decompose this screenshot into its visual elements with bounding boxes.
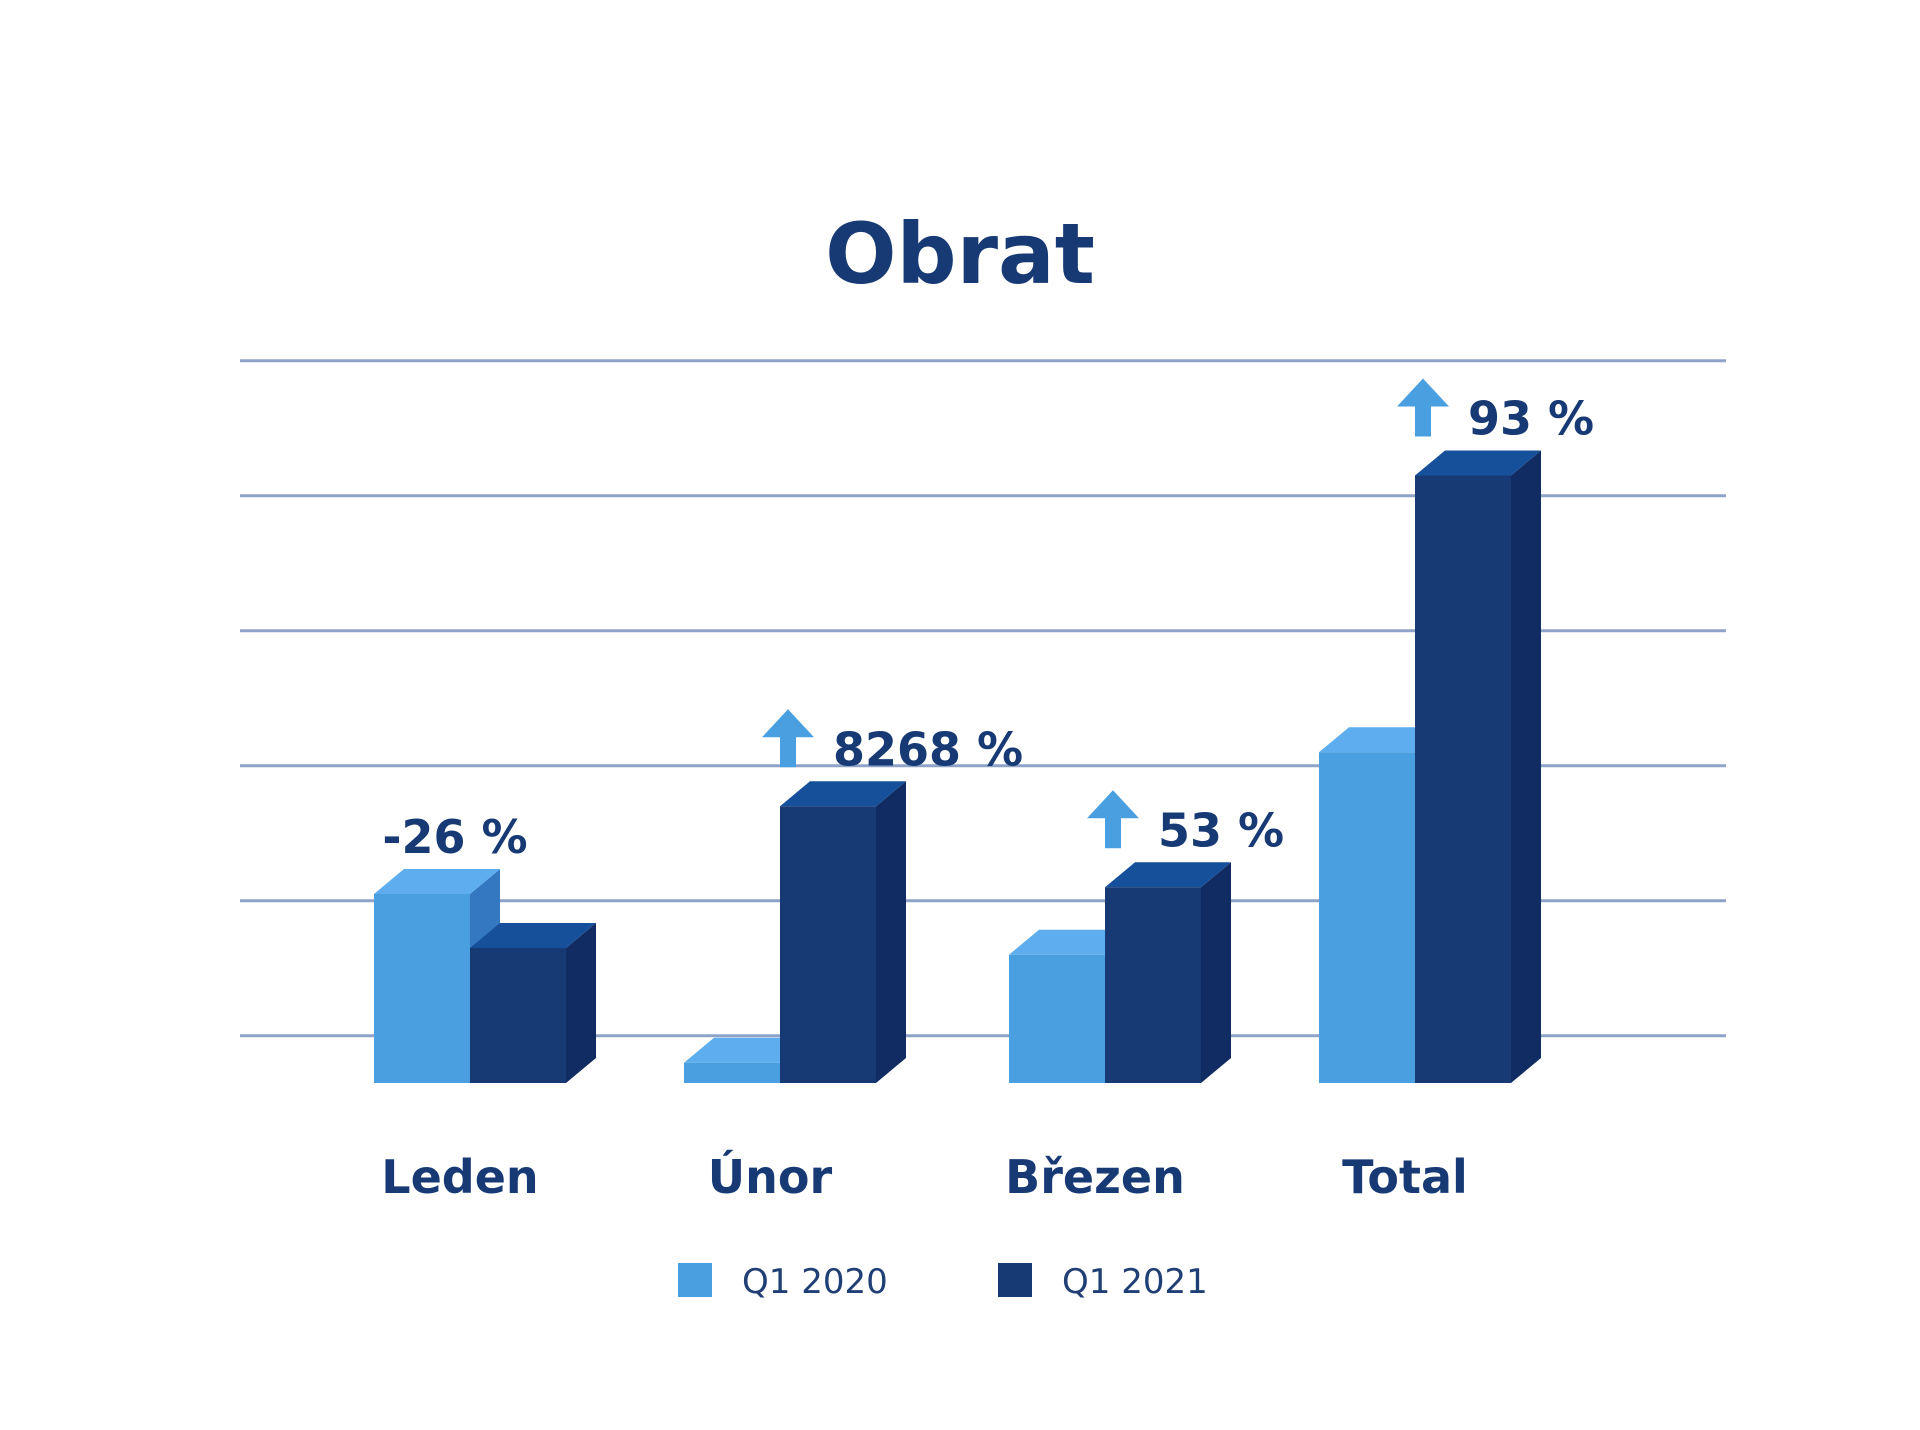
bar-front-1-0 bbox=[684, 1062, 780, 1083]
category-label-0: Leden bbox=[381, 1150, 538, 1204]
up-arrow-icon bbox=[1087, 790, 1139, 849]
bar-group-1 bbox=[684, 781, 906, 1083]
change-label-1: 8268 % bbox=[833, 722, 1023, 776]
bar-group-2 bbox=[1009, 862, 1231, 1083]
bar-front-2-1 bbox=[1105, 887, 1201, 1083]
bar-top-0-0 bbox=[374, 869, 500, 894]
change-label-group-3: 93 % bbox=[1397, 378, 1594, 446]
change-label-2: 53 % bbox=[1158, 803, 1284, 857]
legend-swatch-1 bbox=[998, 1263, 1032, 1297]
bar-group-3 bbox=[1319, 450, 1541, 1083]
bar-1-1 bbox=[780, 781, 906, 1083]
bar-group-0 bbox=[374, 869, 596, 1083]
change-label-3: 93 % bbox=[1468, 392, 1594, 446]
change-label-group-0: -26 % bbox=[382, 810, 527, 864]
bar-front-3-0 bbox=[1319, 752, 1415, 1083]
bar-side-2-1 bbox=[1201, 862, 1231, 1083]
bar-0-1 bbox=[470, 923, 596, 1083]
chart-title: Obrat bbox=[825, 205, 1095, 303]
labels: Leden -26 % Únor 8268 % Březen 53 % Total 93 % bbox=[381, 378, 1594, 1204]
bars bbox=[374, 450, 1541, 1083]
bar-side-1-1 bbox=[876, 781, 906, 1083]
bar-front-3-1 bbox=[1415, 475, 1511, 1083]
bar-3-1 bbox=[1415, 450, 1541, 1083]
change-label-group-2: 53 % bbox=[1087, 790, 1284, 857]
category-label-1: Únor bbox=[708, 1150, 833, 1204]
bar-side-0-1 bbox=[566, 923, 596, 1083]
bar-top-1-1 bbox=[780, 781, 906, 807]
bar-front-0-0 bbox=[374, 894, 470, 1083]
bar-top-2-1 bbox=[1105, 862, 1231, 888]
bar-front-2-0 bbox=[1009, 954, 1105, 1083]
category-label-3: Total bbox=[1342, 1150, 1468, 1204]
legend-label-0: Q1 2020 bbox=[742, 1262, 888, 1302]
bar-top-2-0 bbox=[1009, 929, 1135, 955]
legend-swatch-0 bbox=[678, 1263, 712, 1297]
bar-2-1 bbox=[1105, 862, 1231, 1083]
change-label-0: -26 % bbox=[382, 810, 527, 864]
bar-top-0-1 bbox=[470, 923, 596, 948]
bar-front-1-1 bbox=[780, 806, 876, 1083]
legend: Q1 2020 Q1 2021 bbox=[678, 1262, 1208, 1302]
up-arrow-icon bbox=[762, 709, 814, 768]
bar-top-3-0 bbox=[1319, 727, 1445, 753]
legend-item-1: Q1 2021 bbox=[998, 1262, 1208, 1302]
bar-side-3-1 bbox=[1511, 450, 1541, 1083]
legend-label-1: Q1 2021 bbox=[1062, 1262, 1208, 1302]
legend-item-0: Q1 2020 bbox=[678, 1262, 888, 1302]
up-arrow-icon bbox=[1397, 378, 1449, 437]
change-label-group-1: 8268 % bbox=[762, 709, 1023, 776]
category-label-2: Březen bbox=[1005, 1150, 1185, 1204]
bar-front-0-1 bbox=[470, 948, 566, 1083]
bar-top-1-0 bbox=[684, 1037, 810, 1063]
bar-top-3-1 bbox=[1415, 450, 1541, 476]
